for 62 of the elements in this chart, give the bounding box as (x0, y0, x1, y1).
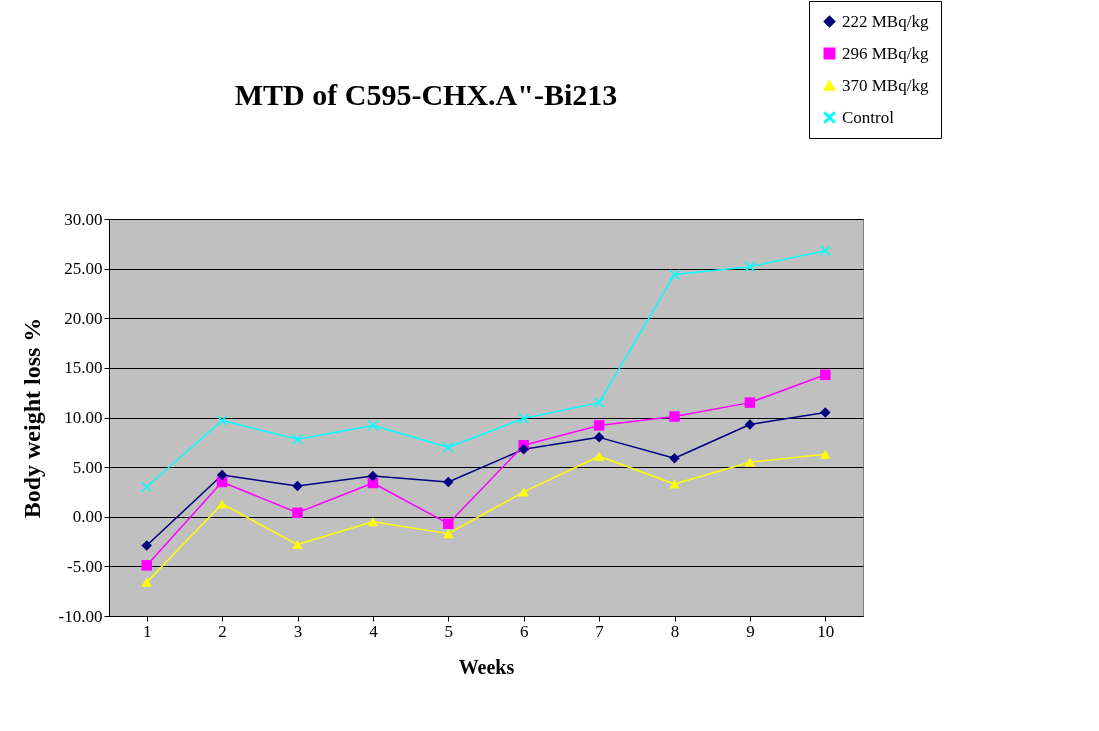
point (518, 444, 529, 455)
point (593, 432, 605, 443)
point (141, 540, 152, 551)
point (443, 518, 454, 529)
chart-title: MTD of C595-CHX.A"-Bi213 (234, 77, 618, 111)
y-tick-label: 15.00 (64, 358, 103, 378)
y-tick-label: 0.00 (72, 507, 103, 527)
point (820, 407, 831, 418)
point (443, 476, 454, 488)
point (367, 420, 379, 431)
y-tick-label: -10.00 (58, 606, 103, 626)
point (669, 479, 680, 489)
y-tick-label: -5.00 (67, 556, 103, 576)
point (216, 469, 228, 481)
x-tick-label: 1 (142, 621, 152, 641)
point (292, 480, 303, 492)
point (518, 413, 529, 424)
legend-label: 296 MBq/kg (842, 43, 929, 63)
x-tick-label: 3 (293, 621, 303, 641)
point (443, 529, 454, 539)
point (367, 517, 379, 527)
point (593, 420, 605, 431)
point (744, 419, 756, 430)
x-tick-label: 9 (746, 621, 755, 641)
x-tick-label: 8 (670, 621, 680, 641)
x-tick-label: 5 (444, 621, 454, 641)
point (669, 452, 680, 464)
y-tick-label: 20.00 (64, 308, 103, 328)
point (292, 507, 303, 519)
point (820, 369, 831, 381)
x-tick-label: 6 (519, 621, 529, 641)
point (593, 451, 605, 461)
point (443, 442, 454, 453)
legend-label: 222 MBq/kg (842, 11, 929, 31)
point (820, 449, 831, 459)
point (744, 457, 756, 467)
point (820, 245, 831, 256)
y-axis-title: Body weight loss % (18, 317, 45, 519)
point (669, 411, 680, 422)
point (141, 481, 152, 493)
legend-label: 370 MBq/kg (842, 75, 929, 95)
y-tick-label: 30.00 (64, 209, 103, 229)
x-tick-label: 2 (218, 621, 227, 641)
point (744, 397, 756, 408)
y-tick-label: 10.00 (64, 408, 103, 427)
point (744, 261, 756, 272)
x-axis-title: Weeks (458, 655, 515, 678)
x-tick-label: 4 (369, 621, 379, 641)
y-tick-label: 25.00 (64, 259, 103, 279)
point (141, 560, 152, 571)
point (292, 434, 303, 445)
point (141, 577, 152, 587)
y-tick-label: 5.00 (72, 457, 103, 477)
x-tick-label: 10 (817, 621, 835, 641)
point (292, 540, 303, 550)
point (669, 269, 680, 280)
point (367, 470, 379, 482)
legend-label: Control (842, 107, 895, 127)
point (593, 397, 605, 408)
point (216, 415, 228, 426)
point (216, 499, 228, 509)
x-tick-label: 7 (595, 621, 605, 641)
